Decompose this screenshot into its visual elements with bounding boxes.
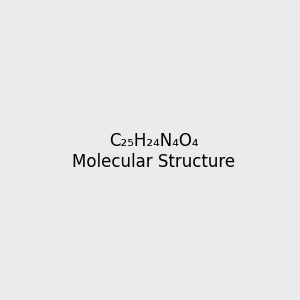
Text: C₂₅H₂₄N₄O₄
Molecular Structure: C₂₅H₂₄N₄O₄ Molecular Structure <box>72 132 235 171</box>
